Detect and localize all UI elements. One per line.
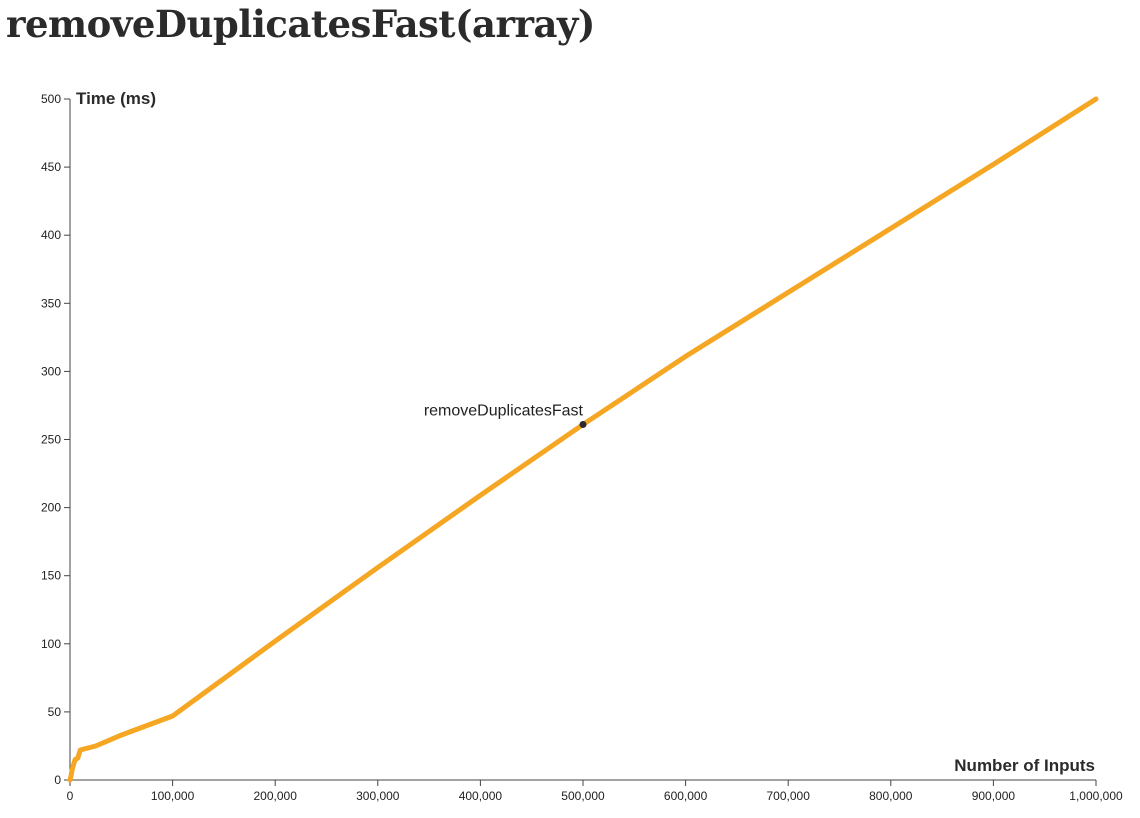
x-tick-label: 1,000,000: [1069, 789, 1123, 803]
x-axis: 0 100,000 200,000 300,000 400,000 500,000 600,…: [67, 779, 1123, 803]
series-label: removeDuplicatesFast: [424, 403, 584, 420]
x-axis-title: Number of Inputs: [954, 756, 1095, 775]
y-tick-label: 200: [41, 501, 61, 515]
y-tick-label: 300: [41, 364, 61, 378]
series-marker: [579, 421, 587, 429]
page-title: removeDuplicatesFast(array): [6, 2, 595, 46]
y-tick-label: 350: [41, 296, 61, 310]
x-tick-label: 0: [67, 789, 74, 803]
x-tick-label: 700,000: [767, 789, 811, 803]
series-layer: removeDuplicatesFast: [67, 96, 1099, 783]
x-tick-label: 200,000: [254, 789, 298, 803]
y-tick-label: 500: [41, 92, 61, 106]
y-axis-title: Time (ms): [76, 89, 156, 108]
y-tick-label: 50: [48, 705, 62, 719]
y-tick-label: 450: [41, 160, 61, 174]
x-tick-label: 300,000: [356, 789, 400, 803]
x-tick-label: 600,000: [664, 789, 708, 803]
y-tick-label: 400: [41, 228, 61, 242]
y-tick-label: 0: [54, 773, 61, 787]
y-axis: 0 50 100 150 200 250 300 350 400 450 500: [41, 92, 71, 787]
x-tick-label: 900,000: [972, 789, 1016, 803]
x-tick-label: 800,000: [869, 789, 913, 803]
series-line: [67, 96, 1099, 783]
y-tick-label: 150: [41, 569, 61, 583]
x-tick-label: 400,000: [459, 789, 503, 803]
x-tick-label: 100,000: [151, 789, 195, 803]
y-tick-label: 250: [41, 433, 61, 447]
y-tick-label: 100: [41, 637, 61, 651]
x-tick-label: 500,000: [561, 789, 605, 803]
